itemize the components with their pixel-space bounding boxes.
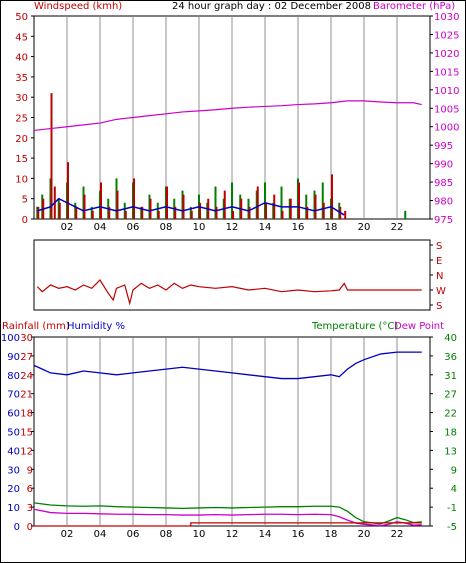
temp-axis-tick-label: 31 [444,371,457,382]
temp-axis-tick-label: -5 [447,522,457,533]
rain-axis-tick-label: 30 [20,333,33,344]
humidity-axis-label: Humidity % [67,321,126,332]
temp-axis-tick-label: 27 [444,390,457,401]
wind-axis-tick-label: 45 [15,32,28,43]
dewpoint-line [33,508,422,527]
temperature-axis-label: Temperature (°C) [312,321,399,332]
wind-axis-tick-label: 5 [22,195,28,206]
wind-panel-x-tick-label: 20 [358,222,371,233]
wind-average-line [37,197,345,216]
humidity-axis-tick-label: 70 [7,390,20,401]
wind-axis-tick-label: 30 [15,93,28,104]
baro-axis-tick-label: 980 [434,197,453,208]
temp-panel-x-tick-label: 20 [358,529,371,540]
windspeed-axis-label: Windspeed (kmh) [34,1,123,12]
humidity-axis-tick-label: 0 [14,522,20,533]
humidity-axis-tick-label: 100 [1,333,20,344]
wind-axis-tick-label: 0 [22,215,28,226]
barometer-axis-label: Barometer (hPa) [373,1,456,12]
humidity-axis-tick-label: 80 [7,371,20,382]
baro-axis-tick-label: 1020 [434,49,459,60]
baro-axis-tick-label: 1025 [434,30,459,41]
rain-axis-tick-label: 24 [20,371,33,382]
rain-axis-tick-label: 21 [20,390,33,401]
humidity-axis-tick-label: 10 [7,503,20,514]
wind-panel-x-tick-label: 02 [61,222,74,233]
wind-panel-x-tick-label: 16 [292,222,305,233]
humidity-axis-tick-label: 60 [7,409,20,420]
temp-panel-x-tick-label: 08 [160,529,173,540]
temp-panel-x-tick-label: 18 [325,529,338,540]
temp-panel-x-tick-label: 12 [226,529,239,540]
humidity-line [33,351,422,380]
wind-axis-tick-label: 35 [15,73,28,84]
temp-axis-tick-label: 22 [444,409,457,420]
wind-panel-x-tick-label: 18 [325,222,338,233]
humidity-axis-tick-label: 40 [7,446,20,457]
direction-axis-tick-label: N [436,271,443,282]
wind-axis-tick-label: 25 [15,114,28,125]
temp-axis-tick-label: 18 [444,428,457,439]
rain-axis-tick-label: 6 [27,484,33,495]
wind-panel-x-tick-label: 06 [127,222,140,233]
temp-panel-x-tick-label: 16 [292,529,305,540]
temp-axis-tick-label: 36 [444,352,457,363]
rain-axis-tick-label: 3 [27,503,33,514]
rain-axis-tick-label: 15 [20,428,33,439]
temp-panel-x-tick-label: 22 [391,529,404,540]
temp-panel-x-tick-label: 06 [127,529,140,540]
wind-panel-x-tick-label: 10 [193,222,206,233]
direction-axis-tick-label: W [436,286,446,297]
direction-axis-tick-label: S [436,301,442,312]
dewpoint-axis-label: Dew Point [394,321,445,332]
humidity-axis-tick-label: 50 [7,428,20,439]
temp-panel-x-tick-label: 02 [61,529,74,540]
wind-panel-x-tick-label: 08 [160,222,173,233]
wind-axis-tick-label: 40 [15,53,28,64]
wind-axis-tick-label: 50 [15,12,28,23]
rain-axis-tick-label: 12 [20,446,33,457]
temp-axis-tick-label: 13 [444,446,457,457]
humidity-axis-tick-label: 90 [7,352,20,363]
wind-axis-tick-label: 20 [15,134,28,145]
wind-panel-x-tick-label: 04 [94,222,107,233]
temp-panel-x-tick-label: 04 [94,529,107,540]
baro-axis-tick-label: 975 [434,215,453,226]
baro-axis-tick-label: 1005 [434,104,459,115]
wind-axis-tick-label: 10 [15,174,28,185]
graph-title: 24 hour graph day : 02 December 2008 [172,1,371,12]
direction-panel-frame [33,239,431,311]
baro-axis-tick-label: 1030 [434,12,459,23]
wind-direction-line [36,279,422,306]
rain-axis-tick-label: 9 [27,465,33,476]
baro-axis-tick-label: 985 [434,178,453,189]
rain-axis-tick-label: 27 [20,352,33,363]
humidity-axis-tick-label: 30 [7,465,20,476]
temp-axis-tick-label: 40 [444,333,457,344]
baro-axis-tick-label: 995 [434,141,453,152]
baro-axis-tick-label: 990 [434,160,453,171]
rain-axis-tick-label: 18 [20,409,33,420]
temp-panel-x-tick-label: 14 [259,529,272,540]
wind-panel-x-tick-label: 22 [391,222,404,233]
baro-axis-tick-label: 1000 [434,123,459,134]
wind-panel-x-tick-label: 14 [259,222,272,233]
barometer-line [33,100,422,132]
temp-axis-tick-label: -1 [447,503,457,514]
direction-axis-tick-label: E [436,256,442,267]
temp-panel-x-tick-label: 10 [193,529,206,540]
wind-axis-tick-label: 15 [15,154,28,165]
wind-panel-x-tick-label: 12 [226,222,239,233]
temp-axis-tick-label: 4 [451,484,457,495]
baro-axis-tick-label: 1010 [434,86,459,97]
direction-axis-tick-label: S [436,241,442,252]
rain-axis-tick-label: 0 [27,522,33,533]
baro-axis-tick-label: 1015 [434,67,459,78]
rainfall-axis-label: Rainfall (mm) [2,321,70,332]
temp-axis-tick-label: 9 [451,465,457,476]
rainfall-line [34,522,422,527]
humidity-axis-tick-label: 20 [7,484,20,495]
